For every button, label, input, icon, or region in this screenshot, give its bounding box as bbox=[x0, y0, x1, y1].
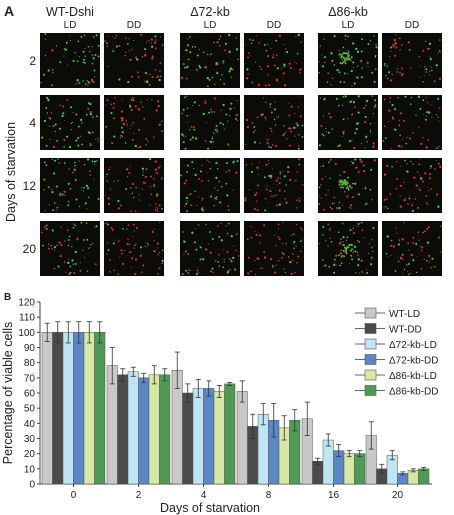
bar bbox=[322, 439, 334, 485]
bar bbox=[224, 383, 236, 485]
x-tick-label: 4 bbox=[201, 490, 207, 501]
day-label: 12 bbox=[22, 178, 36, 193]
micrograph-tile bbox=[40, 221, 100, 276]
x-axis-title: Days of starvation bbox=[160, 501, 260, 515]
y-tick-label: 40 bbox=[24, 419, 36, 430]
legend-label: Δ72-kb-LD bbox=[389, 340, 437, 351]
bar bbox=[73, 332, 85, 485]
bar bbox=[94, 332, 106, 485]
panel-a-y-label: Days of starvation bbox=[4, 121, 18, 222]
micrograph-tile bbox=[104, 221, 164, 276]
y-tick-label: 70 bbox=[24, 373, 36, 384]
condition-label: LD bbox=[341, 20, 355, 31]
y-tick-label: 60 bbox=[24, 389, 36, 400]
micrograph-tile bbox=[318, 158, 378, 213]
bar bbox=[182, 392, 194, 485]
legend-swatch bbox=[364, 369, 377, 381]
y-tick-label: 110 bbox=[19, 313, 35, 324]
panel-b-letter: B bbox=[4, 292, 11, 303]
bar bbox=[354, 453, 366, 485]
day-label: 4 bbox=[29, 115, 36, 130]
legend-swatch bbox=[364, 307, 377, 319]
bar bbox=[41, 332, 53, 485]
bar bbox=[343, 453, 355, 485]
micrograph-tile bbox=[180, 158, 240, 213]
micrograph-tile bbox=[382, 158, 442, 213]
bar bbox=[236, 391, 248, 485]
day-label: 2 bbox=[29, 53, 36, 68]
micrograph-tile bbox=[244, 95, 304, 150]
micrograph-tile bbox=[40, 158, 100, 213]
x-tick-label: 0 bbox=[71, 490, 77, 501]
x-tick-label: 2 bbox=[136, 490, 142, 501]
micrograph-tile bbox=[382, 95, 442, 150]
bar bbox=[148, 374, 160, 485]
viability-bar-chart: B0102030405060708090100110120Percentage … bbox=[1, 292, 438, 515]
bar bbox=[192, 388, 204, 485]
x-tick-label: 8 bbox=[266, 490, 272, 501]
bar bbox=[138, 377, 150, 485]
micrograph-tile bbox=[180, 33, 240, 88]
condition-label: DD bbox=[404, 20, 420, 31]
y-tick-label: 90 bbox=[24, 343, 36, 354]
condition-label: LD bbox=[203, 20, 217, 31]
legend-label: WT-LD bbox=[389, 309, 420, 320]
panel-a-letter: A bbox=[4, 3, 15, 19]
micrograph-tile bbox=[244, 221, 304, 276]
y-tick-label: 0 bbox=[29, 480, 35, 491]
condition-label: LD bbox=[63, 20, 77, 31]
bar bbox=[127, 371, 139, 485]
legend-label: Δ86-kb-LD bbox=[389, 371, 437, 382]
legend-label: Δ72-kb-DD bbox=[389, 356, 438, 367]
strain-label: Δ86-kb bbox=[328, 5, 368, 19]
micrograph-tile bbox=[40, 95, 100, 150]
condition-label: DD bbox=[266, 20, 282, 31]
legend-swatch bbox=[364, 385, 377, 396]
bar bbox=[213, 391, 225, 485]
bar bbox=[52, 332, 64, 485]
bar bbox=[159, 374, 171, 485]
y-tick-label: 100 bbox=[18, 328, 35, 339]
micrograph-tile bbox=[318, 221, 378, 276]
bar bbox=[418, 468, 430, 485]
bar bbox=[203, 388, 215, 485]
y-tick-label: 20 bbox=[24, 449, 36, 460]
micrograph-tile bbox=[382, 33, 442, 88]
legend-swatch bbox=[364, 323, 377, 334]
bar bbox=[117, 374, 129, 485]
y-tick-label: 30 bbox=[24, 434, 36, 445]
micrograph-tile bbox=[244, 33, 304, 88]
micrograph-tile bbox=[244, 158, 304, 213]
condition-label: DD bbox=[126, 20, 142, 31]
micrograph-tile bbox=[104, 33, 164, 88]
micrograph-tile bbox=[180, 221, 240, 276]
micrograph-tile bbox=[104, 158, 164, 213]
y-tick-label: 80 bbox=[24, 358, 36, 369]
micrograph-tile bbox=[318, 33, 378, 88]
bar bbox=[83, 332, 95, 485]
legend-label: WT-DD bbox=[389, 325, 422, 336]
micrograph-tile bbox=[104, 95, 164, 150]
y-tick-label: 10 bbox=[24, 464, 36, 475]
bar bbox=[62, 332, 74, 485]
bar bbox=[407, 470, 419, 485]
strain-label: Δ72-kb bbox=[190, 5, 230, 19]
legend-swatch bbox=[364, 354, 377, 365]
y-tick-label: 50 bbox=[24, 404, 36, 415]
day-label: 20 bbox=[22, 241, 36, 256]
micrograph-tile bbox=[318, 95, 378, 150]
strain-label: WT-Dshi bbox=[46, 5, 94, 19]
micrograph-tile bbox=[40, 33, 100, 88]
x-tick-label: 20 bbox=[392, 490, 404, 501]
legend-swatch bbox=[364, 338, 377, 350]
x-tick-label: 16 bbox=[328, 490, 340, 501]
micrograph-tile bbox=[180, 95, 240, 150]
y-tick-label: 120 bbox=[18, 298, 35, 309]
y-axis-title: Percentage of viable cells bbox=[1, 322, 15, 464]
micrograph-tile bbox=[382, 221, 442, 276]
legend-label: Δ86-kb-DD bbox=[389, 387, 438, 398]
